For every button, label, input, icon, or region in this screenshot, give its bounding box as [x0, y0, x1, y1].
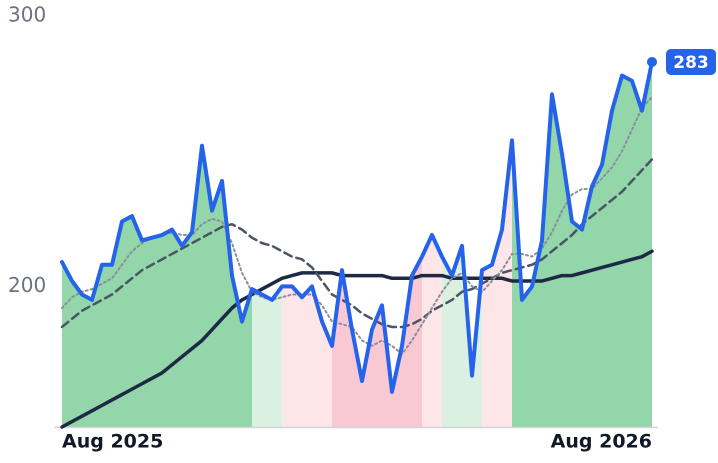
area-segment [612, 75, 622, 427]
area-segment [362, 329, 372, 427]
area-segment [162, 229, 172, 427]
area-segment [562, 153, 572, 428]
area-segment [582, 186, 592, 427]
area-segment [172, 229, 182, 427]
area-segment [402, 275, 412, 427]
area-segment [622, 75, 632, 427]
x-tick-label: Aug 2025 [62, 431, 163, 453]
area-segment [202, 145, 212, 427]
area-segment [432, 235, 442, 427]
area-segment [422, 235, 432, 427]
area-segment [222, 180, 232, 427]
area-segment [332, 270, 342, 427]
area-segment [152, 235, 162, 427]
last-point [647, 56, 657, 67]
area-segment [272, 286, 282, 427]
area-segment [312, 286, 322, 427]
area-segment [632, 80, 642, 427]
area-segment [642, 61, 652, 428]
area-segment [62, 262, 72, 427]
area-segment [602, 110, 612, 428]
area-segment [212, 180, 222, 427]
area-segment [592, 164, 602, 427]
area-segment [482, 264, 492, 427]
area-segment [82, 294, 92, 427]
area-segment [532, 240, 542, 427]
area-segment [262, 294, 272, 427]
area-segment [412, 256, 422, 427]
area-segment [242, 289, 252, 427]
area-segment [102, 264, 112, 427]
area-segment [292, 286, 302, 427]
area-segment [352, 329, 362, 427]
area-segment [302, 286, 312, 427]
area-segment [522, 286, 532, 427]
area-segment [132, 216, 142, 427]
area-segment [182, 232, 192, 427]
area-segment [552, 94, 562, 427]
last-value-pill [666, 48, 716, 75]
last-value-label: 283 [673, 53, 709, 73]
x-tick-label: Aug 2026 [551, 431, 652, 453]
area-segment [372, 305, 382, 427]
series-line [60, 59, 654, 394]
series-line [60, 158, 654, 329]
series-line [60, 249, 654, 429]
y-tick-label: 200 [8, 273, 46, 297]
area-segment [572, 221, 582, 427]
area-segment [442, 256, 452, 427]
area-segment [112, 221, 122, 427]
area-segment [542, 94, 552, 427]
area-segment [322, 321, 332, 427]
area-segment [72, 280, 82, 427]
area-segment [452, 245, 462, 427]
area-segment [252, 289, 262, 427]
y-tick-label: 300 [8, 3, 46, 27]
area-segment [342, 270, 352, 427]
area-segment [282, 286, 292, 427]
area-segment [122, 216, 132, 427]
